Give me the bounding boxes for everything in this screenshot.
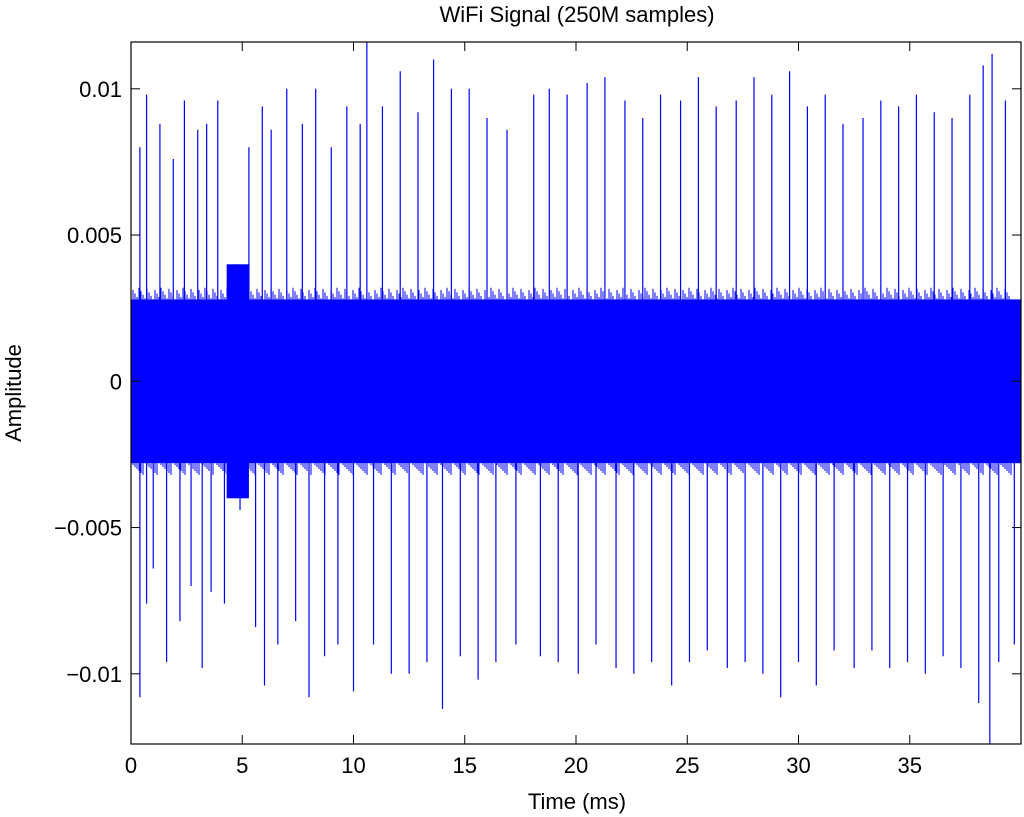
y-tick-label: 0 [110, 369, 122, 394]
x-tick-label: 30 [786, 753, 810, 778]
y-tick-label: −0.005 [54, 516, 122, 541]
noise-band-group [131, 264, 1021, 499]
x-tick-label: 15 [453, 753, 477, 778]
y-tick-label: −0.01 [66, 662, 122, 687]
x-tick-label: 0 [125, 753, 137, 778]
chart-title: WiFi Signal (250M samples) [439, 2, 714, 27]
y-axis-title: Amplitude [1, 344, 26, 442]
y-ticks-group: 0.01 0.005 0 −0.005 −0.01 [54, 77, 1021, 687]
y-tick-label: 0.01 [79, 77, 122, 102]
x-tick-label: 35 [898, 753, 922, 778]
x-tick-label: 5 [236, 753, 248, 778]
peaks-group [139, 42, 1015, 744]
x-axis-title: Time (ms) [528, 789, 626, 814]
y-tick-label: 0.005 [67, 223, 122, 248]
x-tick-label: 25 [675, 753, 699, 778]
signal-noise-band [131, 299, 1021, 464]
signal-burst-region [226, 264, 249, 499]
x-tick-label: 20 [564, 753, 588, 778]
x-tick-label: 10 [341, 753, 365, 778]
x-ticks-group: 0 5 10 15 20 25 30 35 [125, 42, 922, 778]
